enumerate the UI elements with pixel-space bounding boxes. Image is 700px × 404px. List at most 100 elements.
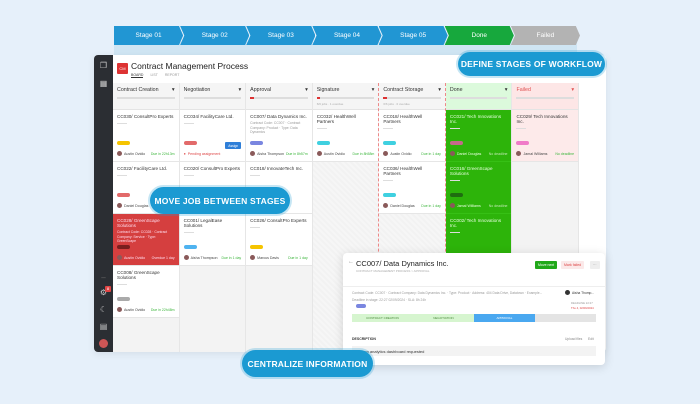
stage-step: Done (444, 26, 514, 45)
description-heading: DESCRIPTION (352, 337, 376, 341)
chevron-down-icon[interactable]: ▾ (504, 87, 508, 93)
move-next-button[interactable]: Move next (535, 261, 558, 269)
column-name: Negotiation (183, 87, 211, 93)
card-title: CC020/ ConsultPro Experts (183, 166, 241, 171)
copy-icon[interactable]: ❐ (99, 61, 108, 70)
chevron-down-icon[interactable]: ▾ (438, 87, 441, 93)
column-progress (250, 97, 308, 99)
card-due: No deadline (488, 204, 508, 208)
card-assignee[interactable]: Austin Ovidio (117, 307, 145, 312)
job-card[interactable]: CC001/ LegalEase Solutions Aisha Thompson… (179, 214, 246, 266)
column-progress (383, 97, 441, 99)
avatar[interactable] (99, 339, 108, 348)
card-assignee[interactable]: Austin Ovidio (316, 151, 345, 156)
avatar (117, 255, 122, 260)
chevron-down-icon[interactable]: ▾ (238, 87, 242, 93)
card-assignee[interactable]: Daniel Douglas (383, 203, 415, 208)
assign-button[interactable]: Assign (225, 142, 242, 149)
column-progress (449, 97, 508, 99)
column-negotiation: Negotiation ▾ CC034/ FacilityCare Ltd. ● Pen… (179, 83, 247, 352)
job-card[interactable]: CC029/ Tech Innovations Inc. Jamal Willia… (512, 110, 579, 162)
document-icon[interactable]: ▤ (99, 322, 108, 331)
column-header: Contract Creation ▾ (113, 83, 179, 110)
assignee[interactable]: Aisha Thomp... (565, 290, 594, 295)
job-title: CC007/ Data Dynamics Inc. (356, 259, 449, 268)
upload-files-link[interactable]: Upload files (565, 337, 583, 341)
chevron-down-icon[interactable]: ▾ (571, 87, 575, 93)
progress-fill (383, 97, 387, 99)
moon-icon[interactable]: ☾ (99, 305, 108, 314)
mark-failed-button[interactable]: Mark failed (561, 261, 585, 269)
card-assignee[interactable]: Marcus Davis (250, 255, 279, 260)
job-card[interactable]: CC018/ HealthWell Partners Austin Ovidio D… (379, 110, 445, 162)
card-assignee[interactable]: Austin Ovidio (383, 151, 412, 156)
job-card[interactable]: CC026/ ConsultPro Experts Marcus Davis Due… (246, 214, 312, 266)
avatar (383, 151, 389, 156)
chevron-down-icon[interactable]: ▾ (305, 87, 308, 93)
card-tag (316, 141, 330, 145)
assignee-name: Daniel Douglas (456, 151, 482, 156)
card-placeholder-line (383, 128, 394, 129)
card-assignee[interactable]: Jamal Williams (516, 151, 547, 156)
card-assignee[interactable]: Austin Ovidio (117, 255, 145, 260)
workflow-stage-bar: Stage 01 Stage 02 Stage 03 Stage 04 Stage 05… (114, 26, 580, 45)
card-assignee[interactable]: Aisha Thompson (183, 255, 218, 260)
chevron-down-icon[interactable]: ▾ (371, 87, 375, 93)
column-title-row: Done ▾ (450, 87, 508, 93)
grid-icon[interactable]: ▦ (99, 79, 108, 88)
job-card[interactable]: CC032/ HealthWell Partners Austin Ovidio D… (312, 110, 379, 162)
card-tag (250, 245, 264, 249)
callout-centralize: CENTRALIZE INFORMATION (242, 350, 373, 377)
job-detail-panel: ← CC007/ Data Dynamics Inc. CONTRACT MAN… (343, 253, 605, 365)
job-card[interactable]: CC016/ GreenScape Solutions Jamal William… (445, 162, 512, 214)
job-card[interactable]: CC008/ GreenScape Solutions Austin Ovidio… (113, 266, 179, 318)
column-name: Contract Creation (117, 87, 159, 93)
column-stats: 6/6 jobs · 1 overdue (316, 101, 344, 106)
card-tag (117, 141, 130, 145)
assignee-name: Austin Ovidio (390, 151, 412, 156)
column-contract-creation: Contract Creation ▾ CC030/ ConsultPro Expe… (113, 83, 180, 352)
column-name: Signature (316, 87, 340, 93)
card-title: CC032/ HealthWell Partners (316, 114, 356, 124)
pending-assignment: ● Pending assignment (184, 152, 221, 156)
card-placeholder-line (117, 175, 127, 176)
job-card[interactable]: CC034/ FacilityCare Ltd. ● Pending assignm… (179, 110, 246, 162)
card-assignee[interactable]: Jamal Williams (449, 203, 481, 208)
settings-icon[interactable]: ⚙ (99, 288, 108, 297)
card-assignee[interactable]: Daniel Douglas (117, 203, 148, 208)
more-button[interactable]: ··· (590, 261, 600, 269)
card-due: Due in 1 day (421, 204, 441, 208)
card-placeholder-line (183, 123, 194, 124)
job-card[interactable]: CC007/ Data Dynamics Inc. Contract Code: … (246, 110, 312, 162)
card-tag (449, 141, 463, 145)
card-assignee[interactable]: Aisha Thompson (250, 151, 284, 156)
card-placeholder-line (183, 232, 194, 233)
pending-icon: ● (183, 152, 186, 156)
back-arrow-icon[interactable]: ← (348, 259, 354, 265)
stage-step: Failed (510, 26, 580, 45)
column-name: Contract Storage (383, 87, 424, 93)
card-due: Due in 1 day (221, 256, 242, 260)
stage-progress: CONTRACT CREATION NEGOTIATION APPROVAL (352, 314, 596, 322)
tab-list[interactable]: LIST (150, 73, 158, 77)
card-due: No deadline (488, 152, 508, 156)
job-details: Contract Code: CC007 · Contract Company:… (352, 291, 543, 295)
tab-board[interactable]: BOARD (131, 73, 144, 78)
job-card[interactable]: CC030/ ConsultPro Experts Austin Ovidio Du… (113, 110, 179, 162)
column-header: Done ▾ (445, 83, 512, 110)
tab-report[interactable]: REPORT (164, 73, 180, 77)
job-card[interactable]: CC021/ Tech Innovations Inc. Daniel Dougl… (445, 110, 512, 162)
assignee-name: Aisha Thompson (190, 255, 218, 260)
edit-link[interactable]: Edit (588, 337, 594, 341)
job-card[interactable]: CC028/ GreenScape Solutions Contract Code… (113, 214, 179, 266)
assignee-name: Austin Ovidio (323, 151, 345, 156)
avatar (449, 151, 455, 156)
card-placeholder-line (117, 284, 127, 285)
card-assignee[interactable]: Daniel Douglas (449, 151, 482, 156)
card-assignee[interactable]: Austin Ovidio (117, 151, 145, 156)
callout-move-job: MOVE JOB BETWEEN STAGES (150, 187, 290, 214)
card-title: CC036/ HealthWell Partners (383, 166, 423, 176)
job-card[interactable]: CC036/ HealthWell Partners Daniel Douglas… (379, 162, 445, 214)
chevron-down-icon[interactable]: ▾ (171, 87, 175, 93)
sidebar: ❐ ▦ – ⚙ 8 ☾ ▤ (94, 55, 113, 352)
